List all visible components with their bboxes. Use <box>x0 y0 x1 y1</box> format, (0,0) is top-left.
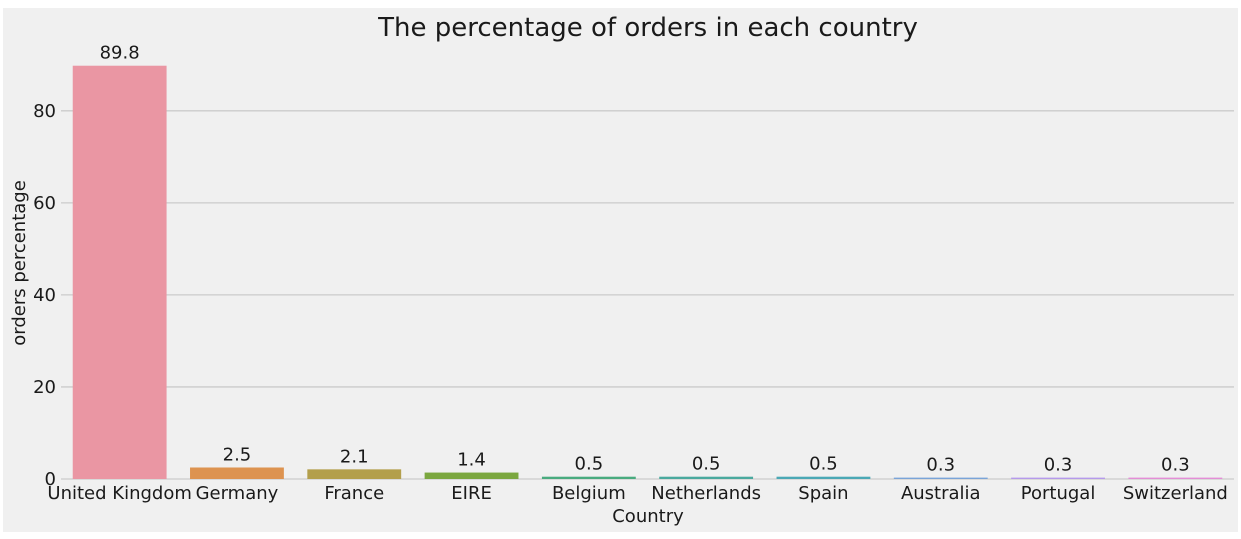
y-tick-label: 0 <box>45 469 56 490</box>
bar-spain <box>776 476 871 479</box>
x-tick-label: Germany <box>196 483 279 504</box>
y-tick-label: 40 <box>33 285 56 306</box>
data-label: 0.5 <box>692 454 721 475</box>
y-tick-label: 60 <box>33 193 56 214</box>
data-label: 2.5 <box>223 444 252 465</box>
y-tick-label: 80 <box>33 101 56 122</box>
chart-title: The percentage of orders in each country <box>377 13 918 43</box>
chart-background <box>3 8 1238 532</box>
y-tick-label: 20 <box>33 377 56 398</box>
y-axis-label: orders percentage <box>9 180 30 346</box>
bar-france <box>307 469 402 479</box>
x-tick-label: Belgium <box>552 483 626 504</box>
data-label: 1.4 <box>457 450 486 471</box>
x-tick-label: France <box>324 483 384 504</box>
x-tick-label: Australia <box>901 483 981 504</box>
bar-australia <box>893 477 988 479</box>
data-label: 0.5 <box>575 454 604 475</box>
bar-netherlands <box>659 476 754 479</box>
x-tick-label: EIRE <box>451 483 492 504</box>
bar-germany <box>190 467 284 479</box>
data-label: 89.8 <box>100 43 140 64</box>
x-tick-labels: United Kingdom Germany France EIRE Belgium Ne… <box>47 483 1227 504</box>
x-tick-label: Portugal <box>1021 483 1096 504</box>
x-tick-label: Spain <box>798 483 848 504</box>
y-tick-labels: 0 20 40 60 80 <box>33 101 56 490</box>
bar-eire <box>424 472 519 479</box>
data-label: 2.1 <box>340 446 369 467</box>
data-label: 0.3 <box>926 455 955 476</box>
data-label: 0.3 <box>1161 455 1190 476</box>
x-tick-label: Netherlands <box>651 483 761 504</box>
data-label: 0.5 <box>809 454 838 475</box>
bar-united-kingdom <box>72 65 167 479</box>
x-tick-label: United Kingdom <box>47 483 191 504</box>
data-labels: 89.8 2.5 2.1 1.4 0.5 0.5 0.5 0.3 0.3 0.3 <box>100 43 1190 476</box>
bars <box>72 65 1223 479</box>
bar-switzerland <box>1128 477 1223 479</box>
x-tick-label: Switzerland <box>1123 483 1228 504</box>
x-axis-label: Country <box>612 506 684 527</box>
data-label: 0.3 <box>1044 455 1073 476</box>
bar-belgium <box>541 476 636 479</box>
bar-portugal <box>1011 477 1105 479</box>
